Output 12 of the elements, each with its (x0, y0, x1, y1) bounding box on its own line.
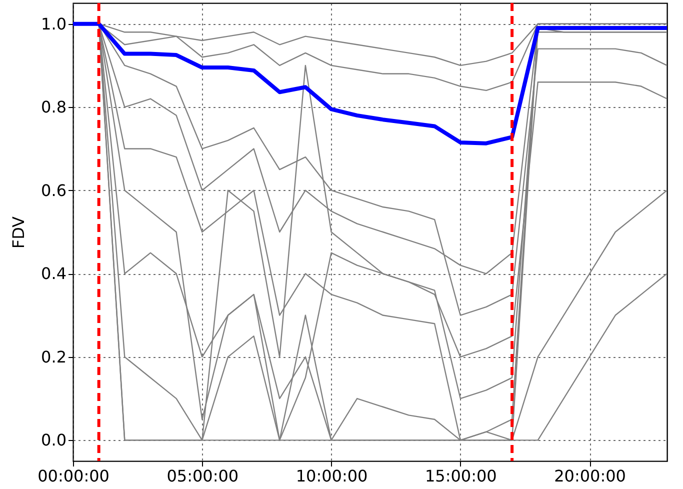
y-tick-label: 0.0 (41, 430, 66, 450)
x-tick-label: 10:00:00 (296, 466, 368, 486)
y-tick-label: 1.0 (41, 14, 66, 34)
y-axis-title: FDV (9, 216, 28, 249)
y-tick-label: 0.6 (41, 180, 66, 200)
x-tick-label: 05:00:00 (166, 466, 239, 486)
y-tick-label: 0.8 (41, 98, 66, 117)
x-tick-label: 15:00:00 (424, 466, 497, 486)
y-tick-label: 0.4 (41, 264, 66, 284)
y-tick-label: 0.2 (41, 347, 66, 366)
x-tick-label: 00:00:00 (38, 466, 110, 486)
x-tick-label: 20:00:00 (554, 466, 626, 486)
